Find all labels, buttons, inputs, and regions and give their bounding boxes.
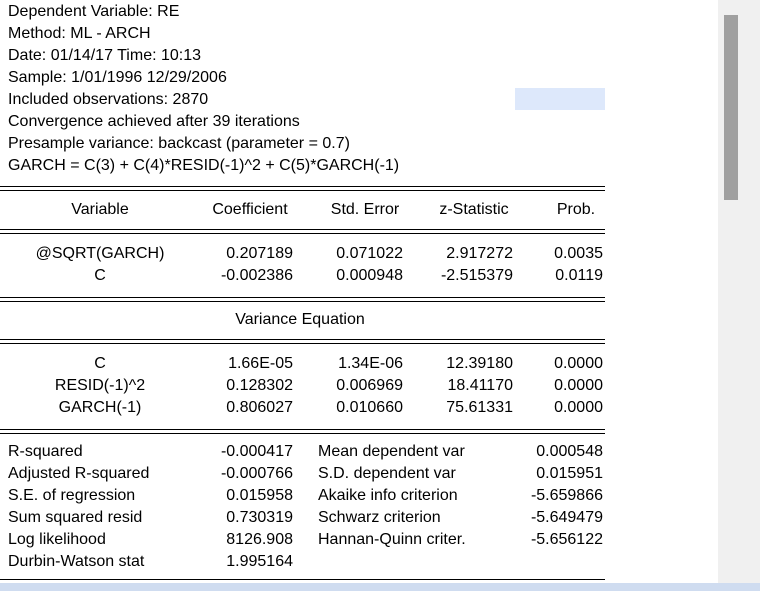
cell-value: 75.61331: [446, 399, 513, 416]
cell-value: 0.0119: [555, 267, 603, 284]
cell-value: 0.0000: [554, 399, 603, 416]
stat-label: Sum squared resid: [8, 509, 143, 526]
header-line: GARCH = C(3) + C(4)*RESID(-1)^2 + C(5)*G…: [8, 157, 400, 174]
stat-label: S.D. dependent var: [318, 465, 456, 482]
stat-label: R-squared: [8, 443, 83, 460]
header-line: Convergence achieved after 39 iterations: [8, 113, 300, 130]
stat-value: -5.659866: [530, 487, 603, 504]
variable-name: RESID(-1)^2: [54, 377, 146, 394]
stat-value: 0.730319: [226, 509, 293, 526]
cell-value: -2.515379: [440, 267, 513, 284]
double-rule: [0, 186, 605, 191]
stat-label: Durbin-Watson stat: [8, 553, 145, 570]
column-header: Prob.: [556, 201, 596, 218]
stat-value: 1.995164: [226, 553, 293, 570]
variable-name: @SQRT(GARCH): [35, 245, 165, 262]
stat-label: Akaike info criterion: [318, 487, 458, 504]
section-title: Variance Equation: [235, 311, 365, 328]
cell-value: 1.66E-05: [228, 355, 293, 372]
header-line: Included observations: 2870: [8, 91, 209, 108]
cell-value: 0.128302: [226, 377, 293, 394]
double-rule: [0, 339, 605, 344]
cell-value: 0.806027: [226, 399, 293, 416]
stat-value: -0.000766: [220, 465, 293, 482]
stat-label: Hannan-Quinn criter.: [318, 531, 466, 548]
double-rule: [0, 429, 605, 434]
scrollbar-thumb[interactable]: [724, 15, 738, 200]
variable-name: GARCH(-1): [58, 399, 142, 416]
cell-value: 0.0035: [554, 245, 603, 262]
cell-value: 18.41170: [447, 377, 513, 394]
stat-value: -5.656122: [530, 531, 603, 548]
column-header: Std. Error: [330, 201, 400, 218]
cell-value: 0.006969: [336, 377, 403, 394]
stat-label: S.E. of regression: [8, 487, 136, 504]
stat-value: 8126.908: [226, 531, 293, 548]
bottom-strip: [0, 583, 760, 591]
double-rule: [0, 229, 605, 234]
stat-value: -0.000417: [220, 443, 293, 460]
double-rule: [0, 297, 605, 302]
header-line: Date: 01/14/17 Time: 10:13: [8, 47, 202, 64]
double-rule: [0, 579, 605, 580]
column-header: Variable: [71, 201, 129, 218]
stat-label: Schwarz criterion: [318, 509, 441, 526]
cell-value: 0.207189: [226, 245, 293, 262]
stat-label: Adjusted R-squared: [8, 465, 150, 482]
header-line: Presample variance: backcast (parameter …: [8, 135, 350, 152]
cell-value: 0.0000: [554, 355, 603, 372]
header-line: Dependent Variable: RE: [8, 3, 180, 20]
variable-name: C: [94, 267, 106, 284]
cell-value: -0.002386: [220, 267, 293, 284]
header-line: Method: ML - ARCH: [8, 25, 151, 42]
stat-value: 0.015958: [226, 487, 293, 504]
stat-value: -5.649479: [530, 509, 603, 526]
column-header: z-Statistic: [439, 201, 509, 218]
cell-value: 2.917272: [446, 245, 513, 262]
stat-label: Mean dependent var: [318, 443, 465, 460]
stat-label: Log likelihood: [8, 531, 106, 548]
selection-highlight: [515, 88, 605, 110]
stat-value: 0.015951: [536, 465, 603, 482]
cell-value: 12.39180: [446, 355, 513, 372]
cell-value: 1.34E-06: [338, 355, 403, 372]
cell-value: 0.000948: [336, 267, 403, 284]
cell-value: 0.010660: [336, 399, 403, 416]
header-line: Sample: 1/01/1996 12/29/2006: [8, 69, 227, 86]
variable-name: C: [94, 355, 106, 372]
stat-value: 0.000548: [536, 443, 603, 460]
cell-value: 0.071022: [336, 245, 403, 262]
column-header: Coefficient: [212, 201, 288, 218]
cell-value: 0.0000: [554, 377, 603, 394]
